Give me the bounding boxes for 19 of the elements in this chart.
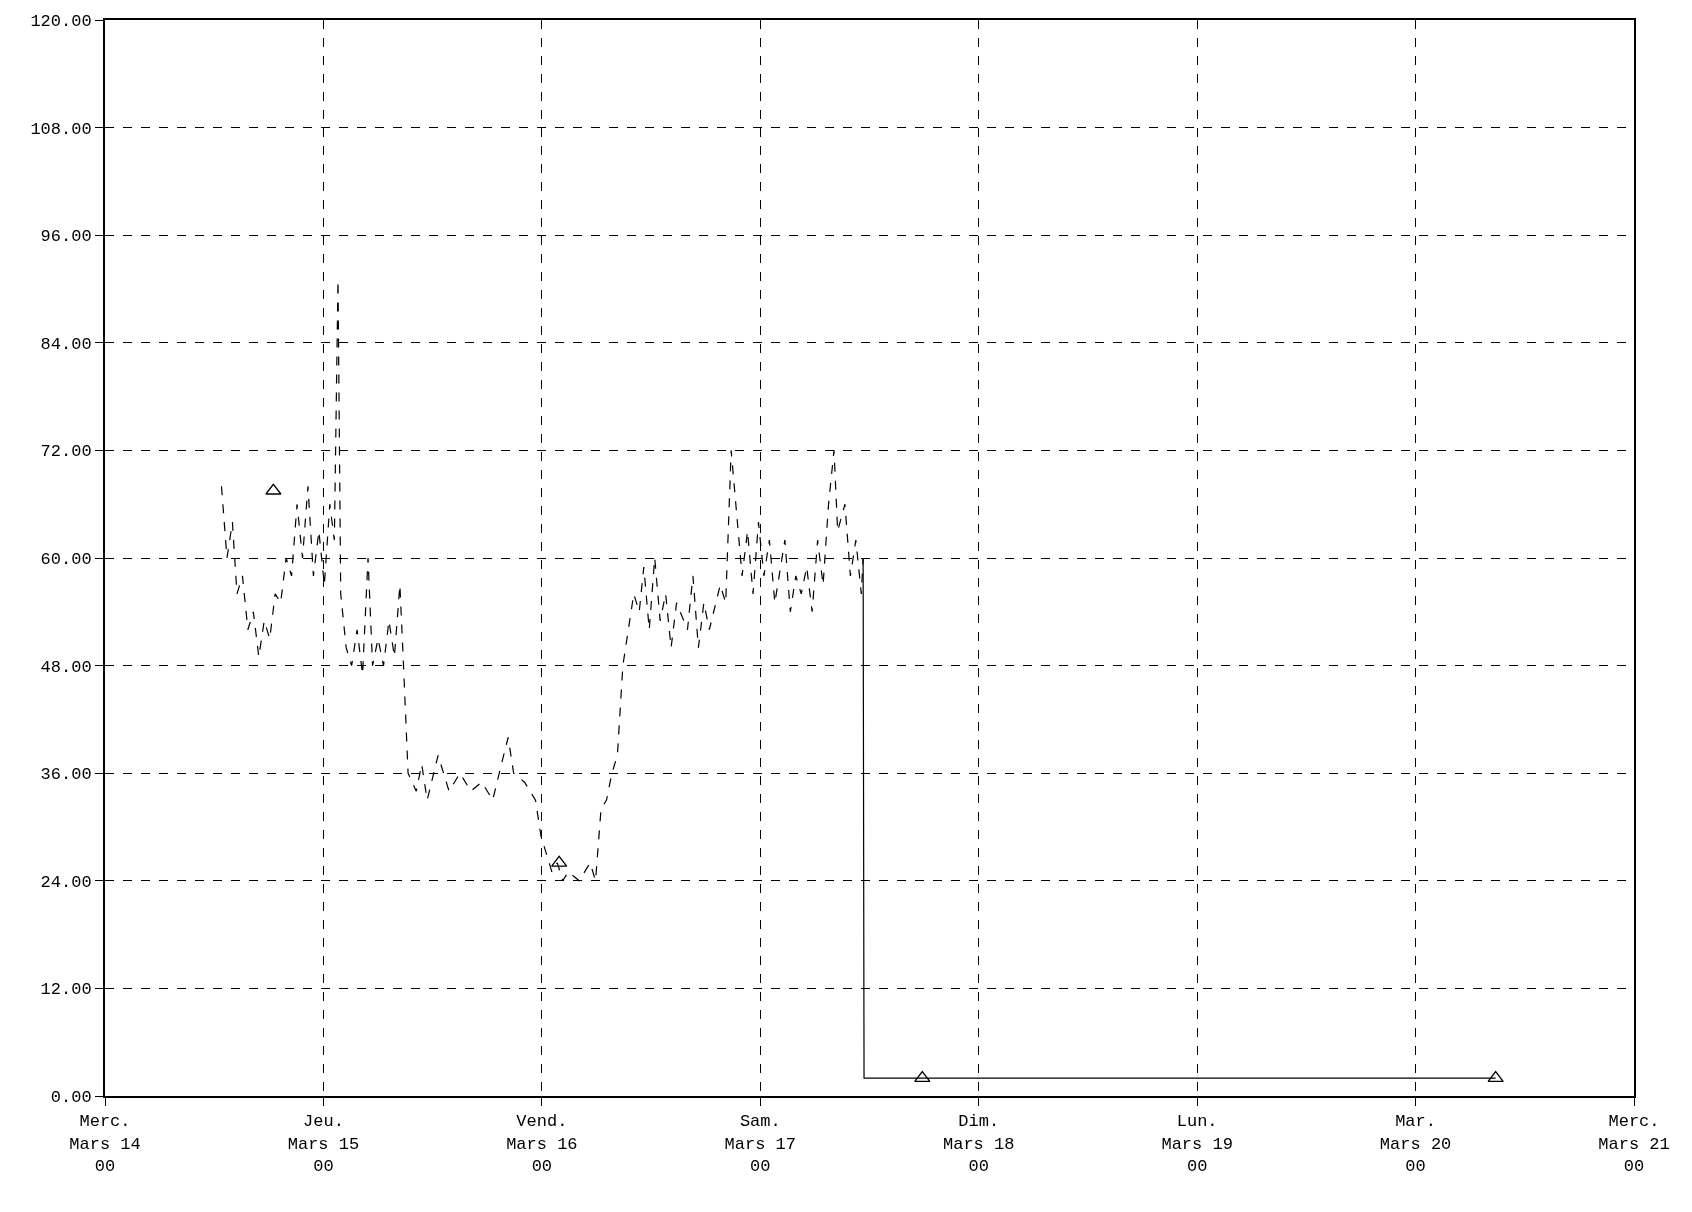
y-tick-label: 84.00 bbox=[40, 334, 92, 354]
x-tick-label: Mar. Mars 20 00 bbox=[1379, 1112, 1452, 1176]
y-tick-label: 12.00 bbox=[40, 980, 92, 1000]
y-tick-label: 120.00 bbox=[30, 11, 92, 31]
x-tick-label: Lun. Mars 19 00 bbox=[1161, 1112, 1233, 1176]
x-tick-label: Sam. Mars 17 00 bbox=[724, 1112, 796, 1176]
y-tick-label: 24.00 bbox=[40, 872, 92, 892]
y-tick-label: 36.00 bbox=[40, 765, 92, 785]
y-tick-label: 96.00 bbox=[40, 227, 92, 247]
x-tick-label: Dim. Mars 18 00 bbox=[943, 1112, 1015, 1176]
x-tick-label: Vend. Mars 16 00 bbox=[506, 1112, 578, 1176]
x-tick-label: Merc. Mars 14 00 bbox=[69, 1112, 141, 1176]
y-tick-label: 72.00 bbox=[40, 442, 92, 462]
y-tick-label: 60.00 bbox=[40, 549, 92, 569]
x-tick-label: Jeu. Mars 15 00 bbox=[287, 1112, 360, 1176]
y-tick-label: 48.00 bbox=[40, 657, 92, 677]
y-tick-label: 108.00 bbox=[30, 119, 92, 139]
x-tick-label: Merc. Mars 21 00 bbox=[1598, 1112, 1670, 1176]
y-tick-label: 0.00 bbox=[50, 1087, 92, 1107]
